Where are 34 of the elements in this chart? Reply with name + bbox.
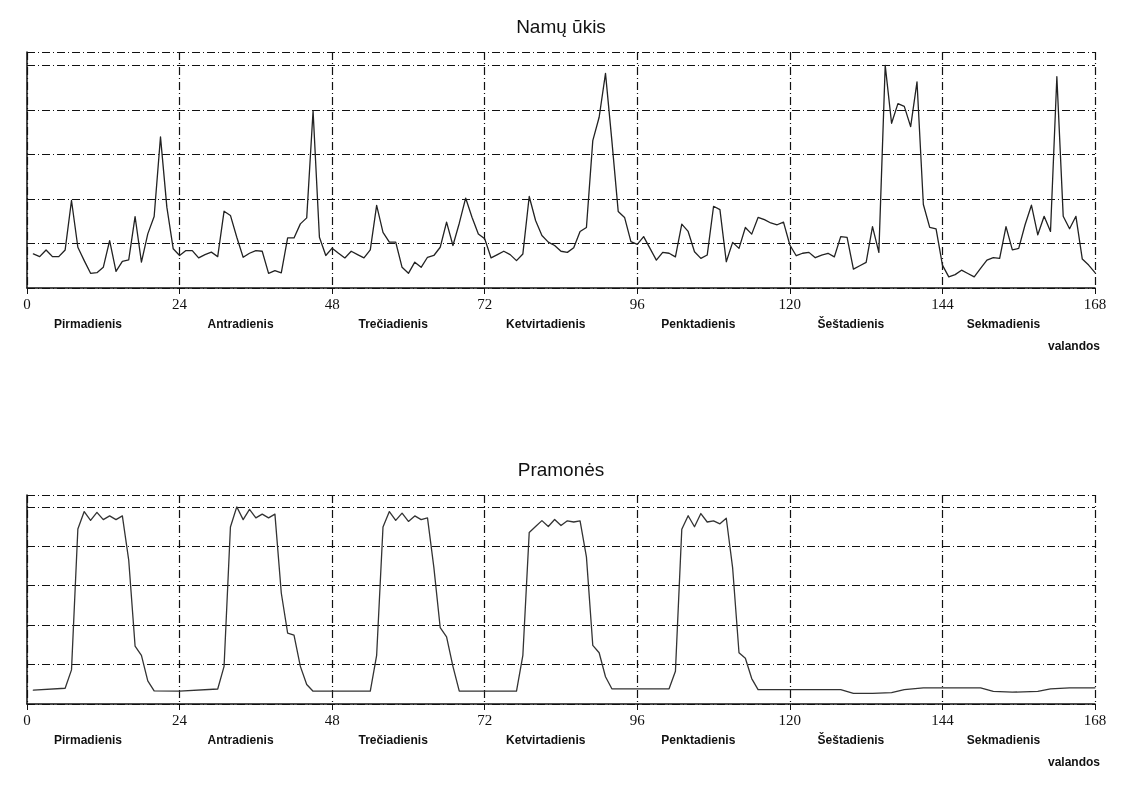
x-tick-label: 24 <box>172 711 188 728</box>
x-tick-label: 72 <box>477 295 493 312</box>
text: Sekmadienis <box>966 317 1041 331</box>
text: Antradienis <box>207 733 274 747</box>
x-tick-label: 48 <box>324 711 340 728</box>
text: Pirmadienis <box>54 317 123 331</box>
x-axis-title: valandos <box>1047 755 1101 769</box>
x-tick-label: 120 <box>778 295 802 312</box>
text: Ketvirtadienis <box>506 733 586 747</box>
x-axis-title: valandos <box>1047 339 1101 353</box>
text: Trečiadienis <box>358 317 429 331</box>
x-tick-label: 24 <box>172 295 188 312</box>
x-tick-label: 0 <box>23 711 31 728</box>
text: Šeštadienis <box>817 732 885 747</box>
x-tick-label: 0 <box>23 295 31 312</box>
x-tick-label: 72 <box>477 711 493 728</box>
x-tick-label: 96 <box>629 295 646 312</box>
x-tick-label: 168 <box>1083 711 1107 728</box>
x-tick-label: 96 <box>629 711 646 728</box>
text: Sekmadienis <box>966 733 1041 747</box>
x-tick-label: 144 <box>931 295 955 312</box>
text: Penktadienis <box>661 733 736 747</box>
text: Pirmadienis <box>54 733 123 747</box>
x-tick-label: 120 <box>778 711 802 728</box>
text: Penktadienis <box>661 317 736 331</box>
chart-title: Pramonės <box>517 459 605 480</box>
text: Šeštadienis <box>817 316 885 331</box>
x-tick-label: 168 <box>1083 295 1107 312</box>
chart-title: Namų ūkis <box>516 16 606 37</box>
x-tick-label: 144 <box>931 711 955 728</box>
text: Ketvirtadienis <box>506 317 586 331</box>
text: Antradienis <box>207 317 274 331</box>
x-tick-label: 48 <box>324 295 340 312</box>
text: Trečiadienis <box>358 733 429 747</box>
